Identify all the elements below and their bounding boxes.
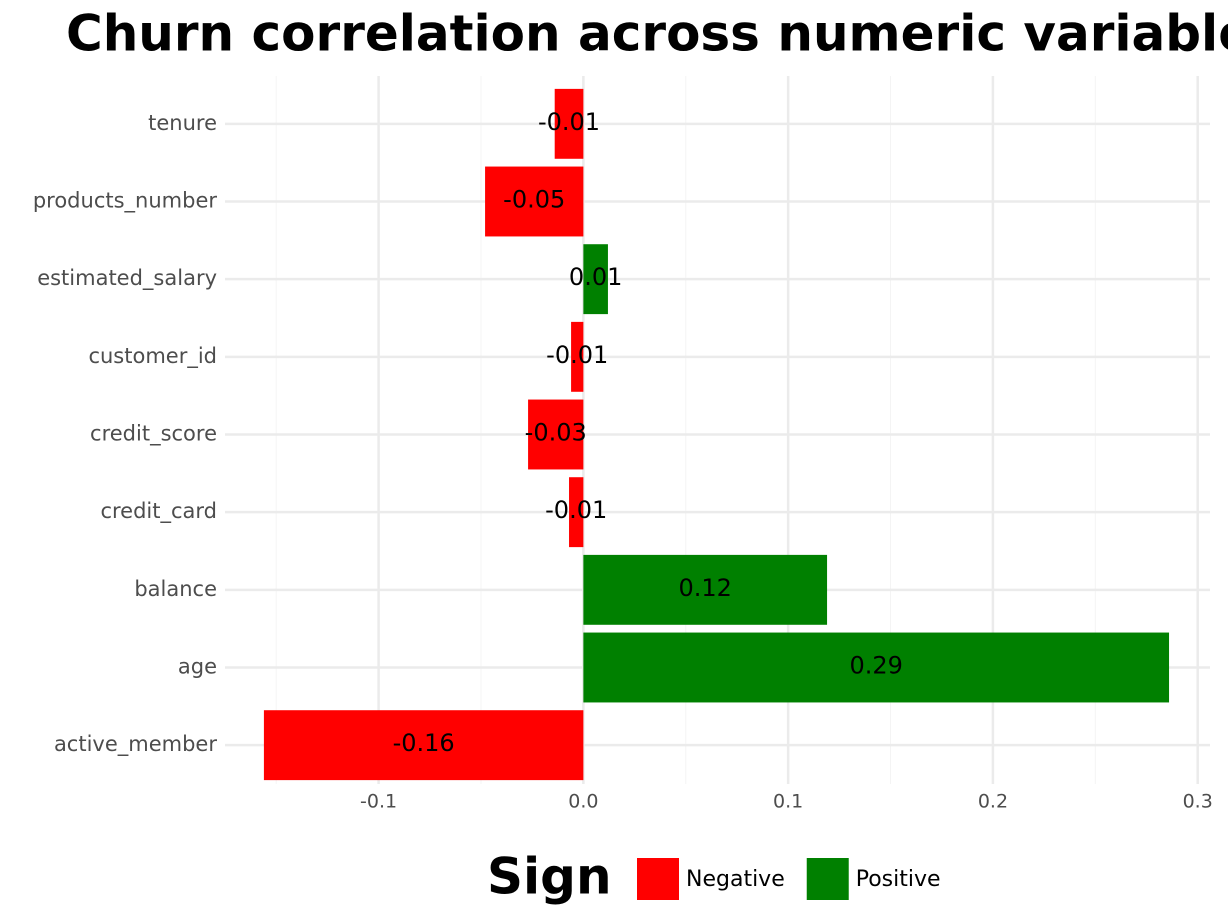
bar bbox=[485, 166, 584, 237]
value-label: 0.12 bbox=[678, 574, 731, 602]
bar bbox=[571, 321, 584, 392]
y-tick-label: active_member bbox=[54, 732, 217, 757]
value-label: -0.01 bbox=[545, 496, 607, 524]
chart-title: Churn correlation across numeric variabl… bbox=[66, 5, 1228, 63]
value-label: -0.05 bbox=[503, 186, 565, 214]
value-label: -0.16 bbox=[393, 729, 455, 757]
x-tick-label: 0.3 bbox=[1183, 791, 1213, 813]
value-label: -0.01 bbox=[538, 108, 600, 136]
x-tick-label: 0.0 bbox=[568, 791, 598, 813]
bar bbox=[528, 399, 584, 470]
bar bbox=[554, 88, 584, 159]
y-tick-label: estimated_salary bbox=[37, 266, 217, 291]
legend-label: Negative bbox=[686, 867, 785, 892]
y-tick-label: products_number bbox=[33, 189, 218, 214]
legend-key bbox=[637, 858, 679, 900]
bar bbox=[583, 244, 608, 315]
legend-title: Sign bbox=[487, 848, 612, 906]
bar bbox=[583, 632, 1170, 703]
bar bbox=[583, 554, 828, 625]
value-label: -0.01 bbox=[546, 341, 608, 369]
bar bbox=[569, 477, 584, 548]
bar bbox=[263, 710, 584, 781]
x-tick-label: 0.1 bbox=[773, 791, 803, 813]
value-label: -0.03 bbox=[525, 419, 587, 447]
legend-key bbox=[806, 858, 849, 900]
x-tick-label: 0.2 bbox=[978, 791, 1008, 813]
y-tick-label: age bbox=[178, 655, 217, 679]
y-tick-label: customer_id bbox=[88, 344, 217, 369]
y-tick-label: tenure bbox=[148, 111, 217, 135]
value-label: 0.01 bbox=[569, 263, 622, 291]
y-tick-label: credit_score bbox=[90, 422, 217, 447]
value-label: 0.29 bbox=[849, 652, 902, 680]
legend-label: Positive bbox=[856, 867, 941, 892]
y-tick-label: credit_card bbox=[100, 499, 217, 524]
x-tick-label: -0.1 bbox=[360, 791, 397, 813]
y-tick-label: balance bbox=[134, 577, 217, 601]
